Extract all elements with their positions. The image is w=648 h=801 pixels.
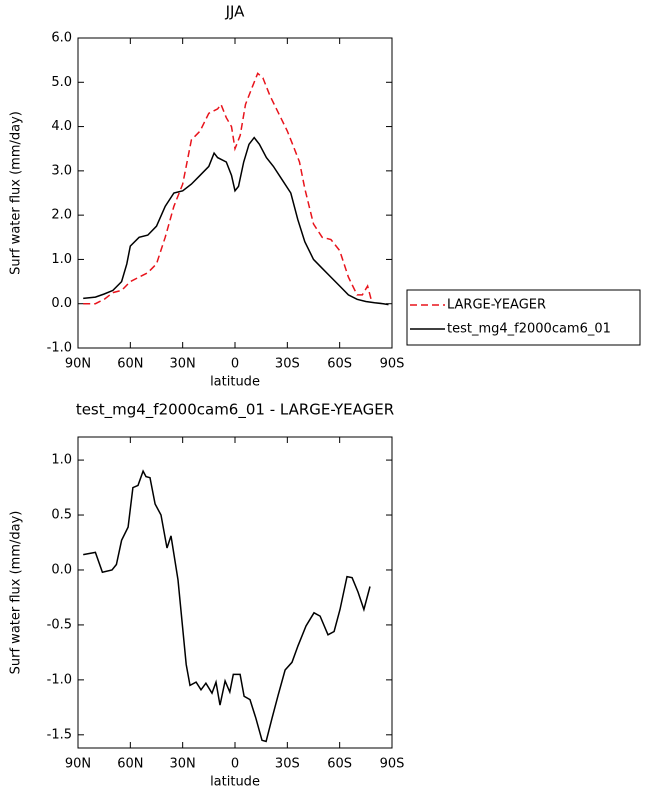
data-line	[83, 72, 372, 305]
plot-frame	[77, 37, 393, 349]
y-tick-label: 0.5	[51, 508, 72, 523]
y-tick-label: 0.0	[51, 296, 72, 311]
y-tick-label: -1.5	[47, 727, 72, 742]
y-tick-label: 2.0	[51, 208, 72, 223]
data-line	[83, 136, 389, 306]
y-tick-label: -1.0	[47, 341, 72, 356]
y-tick-label: 1.0	[51, 252, 72, 267]
y-axis-label: Surf water flux (mm/day)	[9, 511, 24, 675]
x-tick-label: 60S	[327, 357, 352, 372]
x-tick-label: 30S	[275, 357, 300, 372]
x-tick-label: 90N	[65, 757, 91, 772]
x-tick-label: 30N	[170, 757, 196, 772]
x-tick-label: 60N	[117, 757, 143, 772]
chart-title: test_mg4_f2000cam6_01 - LARGE-YEAGER	[76, 401, 394, 420]
y-tick-label: 1.0	[51, 453, 72, 468]
y-tick-label: 6.0	[51, 31, 72, 46]
y-tick-label: -1.0	[47, 672, 72, 687]
x-tick-label: 0	[231, 357, 239, 372]
legend-label: test_mg4_f2000cam6_01	[447, 322, 611, 337]
plot-frame	[77, 436, 393, 749]
y-tick-label: 0.0	[51, 562, 72, 577]
y-tick-label: 5.0	[51, 75, 72, 90]
data-line	[83, 469, 371, 743]
y-tick-label: 3.0	[51, 163, 72, 178]
y-tick-label: -0.5	[47, 617, 72, 632]
x-tick-label: 30S	[275, 757, 300, 772]
x-axis-label: latitude	[210, 775, 260, 790]
x-tick-label: 30N	[170, 357, 196, 372]
legend-label: LARGE-YEAGER	[447, 298, 546, 313]
y-tick-label: 4.0	[51, 119, 72, 134]
y-axis-label: Surf water flux (mm/day)	[9, 111, 24, 275]
x-tick-label: 60N	[117, 357, 143, 372]
x-tick-label: 90S	[380, 757, 405, 772]
legend-box	[406, 289, 641, 346]
x-tick-label: 60S	[327, 757, 352, 772]
x-tick-label: 0	[231, 757, 239, 772]
x-tick-label: 90S	[380, 357, 405, 372]
chart-title: JJA	[225, 3, 246, 21]
x-axis-label: latitude	[210, 375, 260, 390]
x-tick-label: 90N	[65, 357, 91, 372]
